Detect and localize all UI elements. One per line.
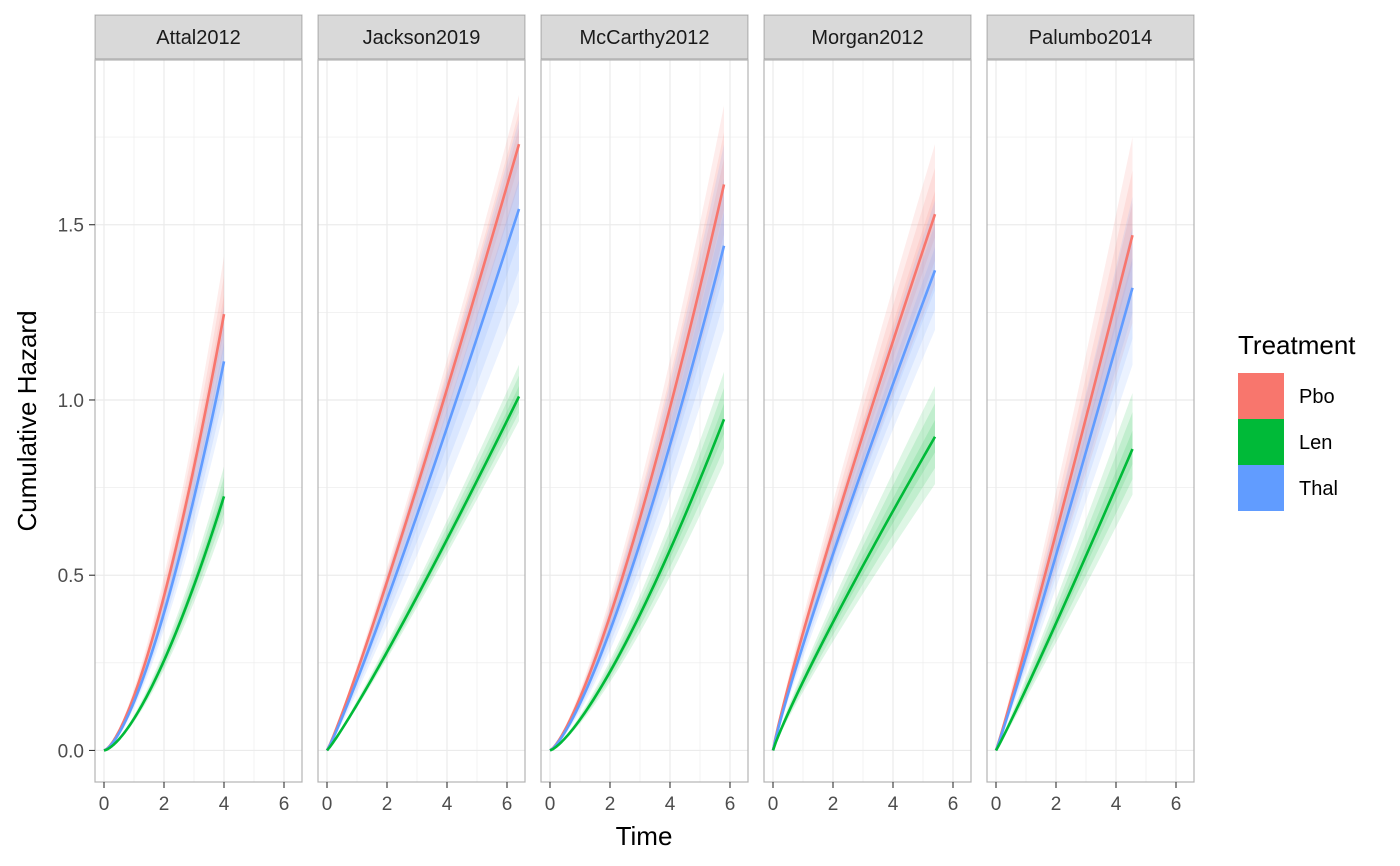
panel-grid — [95, 60, 302, 782]
series-line-thal — [103, 361, 226, 752]
series-line-pbo — [994, 234, 1134, 751]
facet-strip — [94, 14, 303, 60]
facet-strip-label: Morgan2012 — [811, 27, 923, 49]
legend-label-len: Len — [1299, 432, 1332, 454]
y-axis-title: Cumulative Hazard — [12, 310, 42, 531]
x-tick-label: 6 — [948, 794, 959, 815]
panel-border — [317, 59, 526, 783]
series-line-thal — [994, 287, 1134, 751]
panel-border — [540, 59, 749, 783]
ribbon-band-thal — [773, 247, 935, 751]
legend-label-pbo: Pbo — [1299, 386, 1335, 408]
series-line-thal — [549, 245, 726, 752]
panel-border — [986, 59, 1195, 783]
x-tick-label: 6 — [1171, 794, 1182, 815]
x-tick-label: 4 — [1111, 794, 1122, 815]
series-line-pbo — [771, 213, 937, 751]
facet-jackson2019: Jackson2019 0 2 4 6 — [317, 14, 526, 815]
series-line-len — [994, 448, 1134, 752]
x-tick-label: 6 — [725, 794, 736, 815]
ribbon-band-len — [773, 420, 935, 751]
y-axis: 0.0 0.5 1.0 1.5 — [58, 216, 95, 762]
facet-strip-label: Palumbo2014 — [1029, 27, 1152, 49]
facet-morgan2012: Morgan2012 0 2 4 6 — [763, 14, 972, 815]
series-line-thal — [771, 269, 937, 751]
facet-strip-label: Jackson2019 — [363, 27, 481, 49]
ribbon-band-thal — [773, 224, 935, 751]
x-tick-label: 2 — [1051, 794, 1062, 815]
x-tick-label: 6 — [279, 794, 290, 815]
series-line-pbo — [103, 313, 226, 752]
legend-key-len — [1238, 419, 1284, 465]
facet-strip — [540, 14, 749, 60]
facet-strip — [317, 14, 526, 60]
x-tick-label: 2 — [828, 794, 839, 815]
y-tick-label: 0.5 — [58, 566, 84, 587]
x-tick-label: 4 — [219, 794, 230, 815]
legend: Treatment Pbo Len Thal — [1238, 330, 1356, 511]
x-tick-label: 0 — [545, 794, 556, 815]
ribbon-band-pbo — [773, 191, 935, 751]
x-tick-label: 4 — [665, 794, 676, 815]
legend-key-thal — [1238, 465, 1284, 511]
panel-grid — [764, 60, 971, 782]
series-line-len — [549, 418, 726, 752]
facet-strip-label: McCarthy2012 — [579, 27, 709, 49]
facet-attal2012: Attal2012 0 2 4 6 — [94, 14, 303, 815]
x-axis-title: Time — [616, 821, 673, 851]
x-tick-label: 4 — [888, 794, 899, 815]
y-tick-label: 0.0 — [58, 741, 84, 762]
series-line-thal — [325, 208, 521, 752]
series-line-len — [325, 395, 521, 752]
x-tick-label: 2 — [159, 794, 170, 815]
panel-background — [95, 60, 302, 782]
panel-background — [541, 60, 748, 782]
x-tick-label: 0 — [991, 794, 1002, 815]
x-tick-label: 2 — [382, 794, 393, 815]
facet-strip — [763, 14, 972, 60]
legend-key-pbo — [1238, 373, 1284, 419]
panel-grid — [318, 60, 525, 782]
legend-title: Treatment — [1238, 330, 1356, 360]
panel-background — [318, 60, 525, 782]
panel-border — [763, 59, 972, 783]
y-tick-label: 1.5 — [58, 216, 84, 237]
panel-grid — [987, 60, 1194, 782]
ribbon-band-len — [773, 403, 935, 751]
facet-strip-label: Attal2012 — [156, 27, 241, 49]
x-tick-label: 6 — [502, 794, 513, 815]
facet-mccarthy2012: McCarthy2012 0 2 4 6 — [540, 14, 749, 815]
x-tick-label: 0 — [768, 794, 779, 815]
facet-palumbo2014: Palumbo2014 0 2 4 6 — [986, 14, 1195, 815]
x-tick-label: 0 — [322, 794, 333, 815]
series-line-len — [771, 436, 937, 751]
x-tick-label: 2 — [605, 794, 616, 815]
x-tick-label: 4 — [442, 794, 453, 815]
series-line-len — [103, 495, 226, 752]
legend-label-thal: Thal — [1299, 478, 1338, 500]
x-tick-label: 0 — [99, 794, 110, 815]
facet-strip — [986, 14, 1195, 60]
panel-border — [94, 59, 303, 783]
series-line-pbo — [549, 184, 726, 752]
series-line-pbo — [325, 143, 521, 752]
y-tick-label: 1.0 — [58, 391, 84, 412]
